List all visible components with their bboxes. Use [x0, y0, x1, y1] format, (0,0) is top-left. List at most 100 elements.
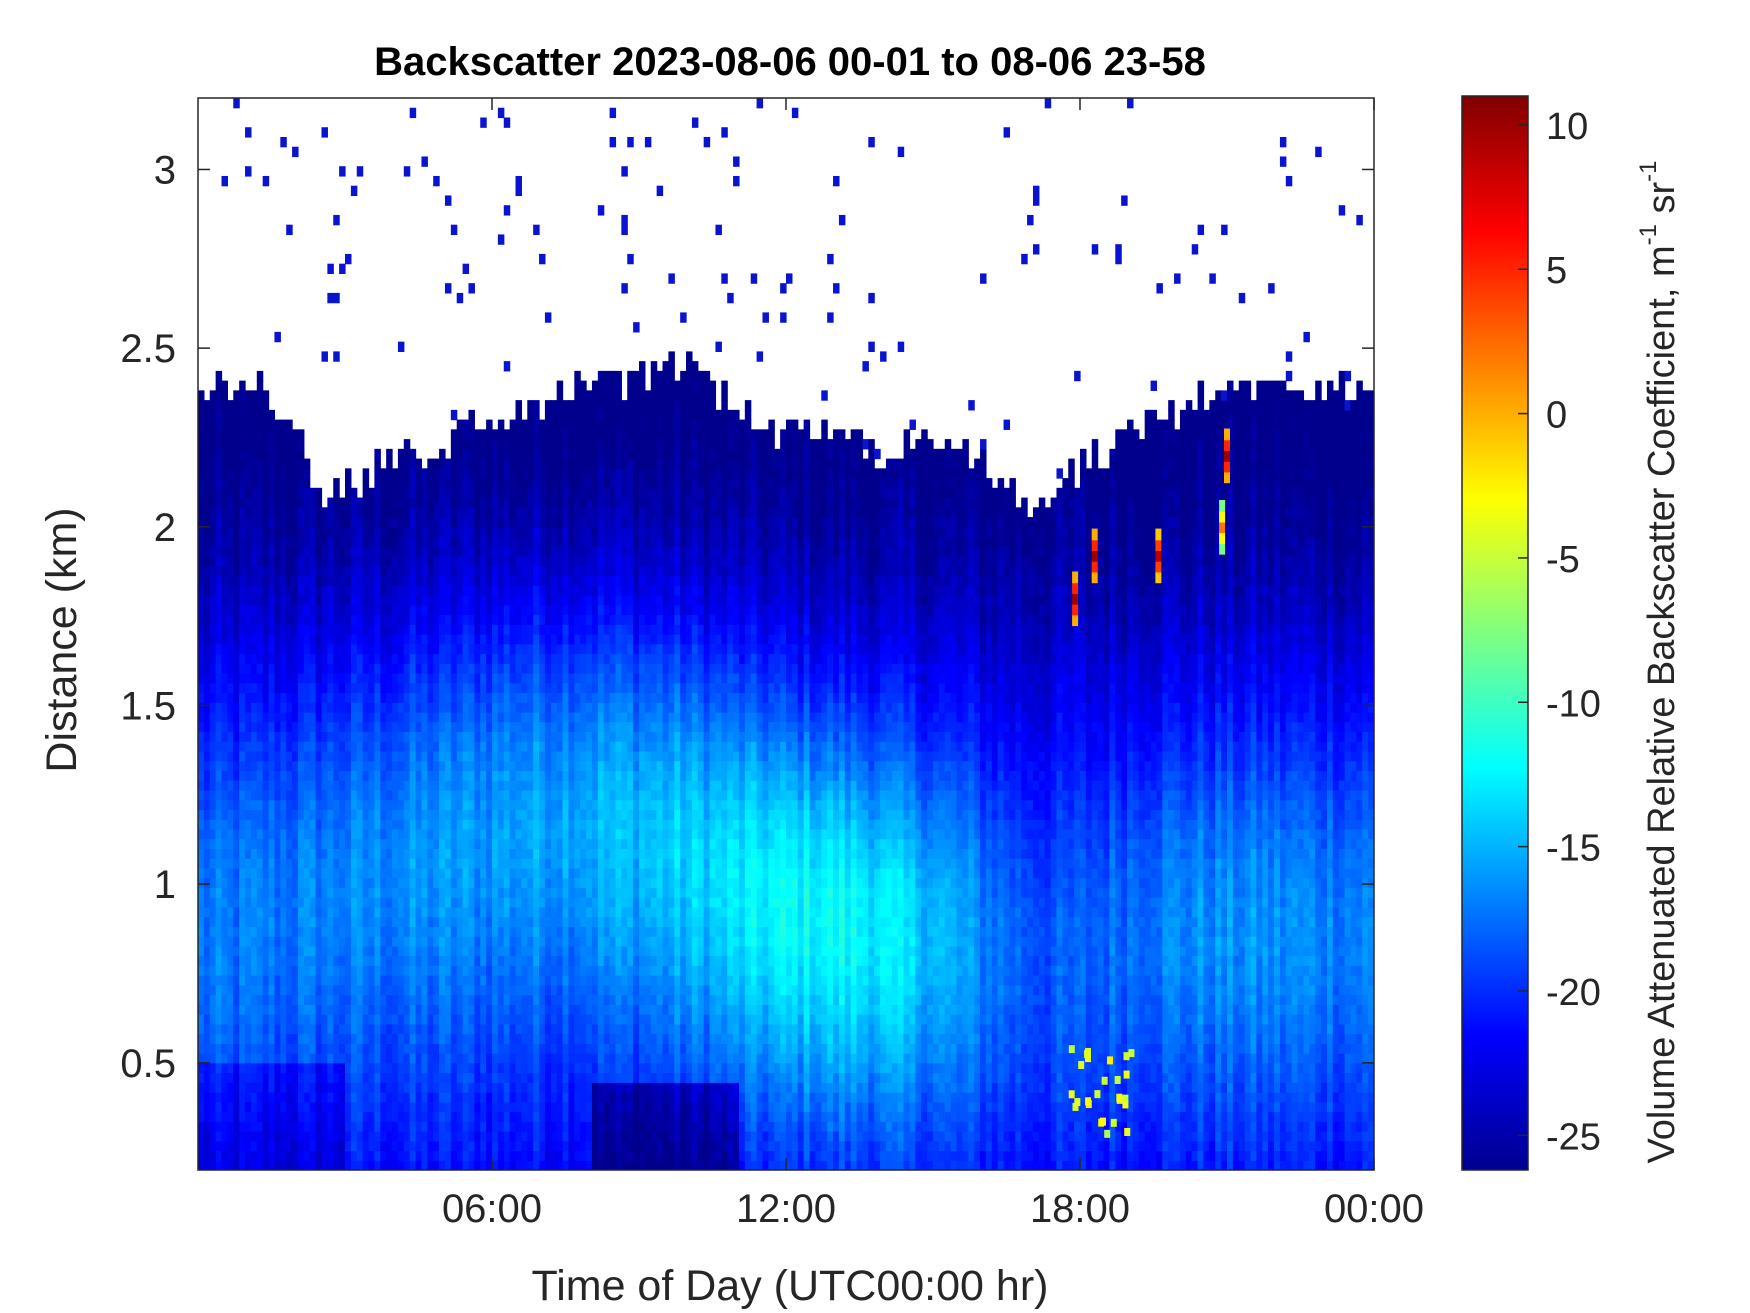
heatmap-cell — [527, 1101, 534, 1113]
heatmap-cell — [262, 1092, 270, 1103]
heatmap-cell — [380, 838, 387, 849]
heatmap-cell — [350, 565, 358, 577]
heatmap-cell — [468, 721, 475, 733]
heatmap-cell — [403, 1121, 411, 1132]
heatmap-cell — [568, 682, 575, 694]
heatmap-cell — [368, 663, 375, 674]
heatmap-cell — [544, 770, 552, 781]
heatmap-cell — [245, 731, 252, 742]
heatmap-cell — [215, 877, 223, 888]
heatmap-cell — [227, 994, 234, 1005]
heatmap-cell — [397, 565, 405, 577]
heatmap-cell — [221, 1023, 228, 1035]
heatmap-cell — [292, 867, 299, 879]
heatmap-cell — [227, 936, 234, 947]
heatmap-cell — [286, 595, 293, 606]
heatmap-cell — [250, 556, 258, 567]
heatmap-cell — [209, 926, 217, 937]
heatmap-cell — [509, 478, 517, 489]
heatmap-cell — [456, 672, 464, 684]
heatmap-cell — [309, 721, 317, 733]
heatmap-cell — [262, 906, 270, 918]
heatmap-cell — [415, 721, 423, 733]
heatmap-cell — [203, 741, 211, 752]
heatmap-cell — [403, 858, 411, 869]
heatmap-cell — [315, 702, 323, 713]
heatmap-cell — [474, 1014, 481, 1025]
heatmap-cell — [250, 789, 258, 801]
heatmap-cell — [297, 536, 305, 547]
heatmap-cell — [421, 945, 428, 957]
heatmap-cell — [268, 887, 276, 898]
heatmap-cell — [456, 526, 464, 538]
heatmap-cell — [574, 380, 581, 391]
heatmap-cell — [456, 926, 464, 937]
heatmap-cell — [203, 721, 211, 733]
heatmap-cell — [568, 663, 575, 674]
heatmap-cell — [274, 507, 281, 518]
heatmap-cell — [221, 848, 228, 859]
heatmap-cell — [421, 1014, 428, 1025]
heatmap-cell — [215, 1014, 223, 1025]
heatmap-cell — [203, 809, 211, 820]
heatmap-cell — [356, 789, 364, 801]
heatmap-cell — [286, 478, 293, 489]
heatmap-cell — [427, 984, 434, 996]
heatmap-cell — [397, 994, 405, 1005]
heatmap-cell — [486, 634, 493, 645]
heatmap-cell — [198, 497, 205, 508]
heatmap-cell — [292, 809, 299, 820]
heatmap-cell — [539, 1043, 546, 1054]
heatmap-cell — [262, 1062, 270, 1074]
heatmap-cell — [374, 945, 381, 957]
heatmap-cell — [427, 1072, 434, 1083]
heatmap-cell — [450, 692, 458, 703]
heatmap-cell — [462, 936, 470, 947]
heatmap-cell — [280, 984, 287, 996]
heatmap-cell — [509, 780, 517, 791]
heatmap-cell — [262, 497, 270, 508]
heatmap-cell — [392, 994, 399, 1005]
heatmap-cell — [297, 653, 305, 664]
heatmap-cell — [280, 692, 287, 703]
heatmap-cell — [421, 799, 428, 811]
heatmap-cell — [450, 429, 458, 440]
heatmap-cell — [362, 760, 370, 772]
heatmap-cell — [544, 487, 552, 499]
heatmap-cell — [433, 468, 440, 479]
heatmap-cell — [292, 663, 299, 674]
heatmap-cell — [509, 682, 517, 694]
heatmap-cell — [450, 926, 458, 937]
heatmap-cell — [444, 556, 452, 567]
heatmap-cell — [327, 916, 334, 927]
heatmap-cell — [250, 458, 258, 469]
heatmap-cell — [403, 770, 411, 781]
heatmap-cell — [503, 205, 511, 216]
heatmap-cell — [221, 546, 228, 557]
heatmap-cell — [356, 799, 364, 811]
heatmap-cell — [345, 507, 352, 518]
heatmap-cell — [456, 1062, 464, 1074]
heatmap-cell — [397, 1072, 405, 1083]
heatmap-cell — [339, 1121, 346, 1132]
heatmap-cell — [392, 1033, 399, 1044]
heatmap-cell — [321, 643, 328, 655]
heatmap-cell — [421, 1101, 428, 1113]
heatmap-cell — [245, 536, 252, 547]
heatmap-cell — [380, 975, 387, 986]
heatmap-cell — [509, 877, 517, 888]
heatmap-cell — [215, 419, 223, 430]
heatmap-cell — [262, 439, 270, 450]
heatmap-cell — [309, 1140, 317, 1152]
heatmap-cell — [274, 887, 281, 898]
heatmap-cell — [256, 1140, 264, 1152]
heatmap-cell — [527, 1160, 534, 1170]
heatmap-cell — [544, 312, 552, 323]
heatmap-cell — [392, 604, 399, 616]
heatmap-cell — [503, 926, 511, 937]
heatmap-cell — [256, 1072, 264, 1083]
heatmap-cell — [262, 604, 270, 616]
heatmap-cell — [362, 867, 370, 879]
heatmap-cell — [562, 624, 570, 635]
heatmap-cell — [262, 1053, 270, 1064]
